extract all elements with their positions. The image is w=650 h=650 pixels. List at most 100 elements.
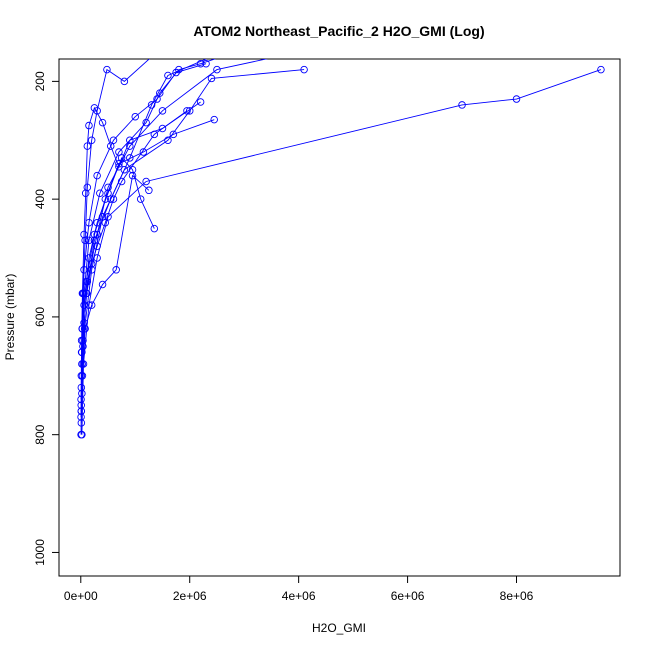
- data-point: [150, 224, 159, 233]
- data-point: [202, 59, 210, 68]
- plot-frame: [58, 58, 621, 577]
- data-point: [147, 101, 156, 109]
- y-tick-label: 600: [33, 307, 47, 327]
- x-tick-label: 8e+06: [500, 589, 534, 603]
- series-line: [80, 110, 188, 406]
- series-line: [81, 69, 305, 394]
- x-tick-label: 0e+00: [64, 589, 98, 603]
- data-point: [104, 183, 112, 192]
- x-tick-label: 4e+06: [282, 589, 316, 603]
- data-point: [85, 236, 93, 245]
- data-point: [78, 372, 87, 380]
- data-point: [101, 195, 110, 203]
- data-point: [98, 280, 107, 289]
- data-point: [150, 130, 159, 139]
- y-tick-label: 400: [33, 189, 47, 209]
- data-point: [164, 136, 172, 145]
- y-tick-label: 200: [33, 71, 47, 91]
- data-point: [103, 65, 111, 74]
- series-profile: [77, 171, 153, 415]
- data-point: [112, 266, 120, 274]
- data-point: [219, 49, 226, 56]
- data-point: [85, 218, 93, 227]
- data-point: [87, 136, 96, 145]
- data-point: [96, 189, 104, 198]
- data-point: [164, 71, 172, 80]
- data-point: [78, 289, 87, 298]
- series-layer: [77, 49, 605, 439]
- series-profile: [77, 98, 205, 404]
- data-point: [512, 95, 521, 103]
- series-line: [80, 59, 269, 412]
- data-point: [83, 289, 91, 298]
- series-profile: [78, 65, 308, 398]
- data-point: [142, 177, 150, 186]
- chart-title: ATOM2 Northeast_Pacific_2 H2O_GMI (Log): [193, 23, 484, 39]
- data-point: [128, 171, 137, 180]
- data-point: [93, 242, 101, 250]
- y-tick-label: 800: [33, 424, 47, 444]
- data-point: [158, 124, 167, 133]
- data-point: [77, 336, 86, 345]
- data-point: [183, 107, 191, 115]
- data-point: [126, 154, 134, 162]
- x-axis-label: H2O_GMI: [312, 621, 366, 635]
- data-point: [207, 74, 216, 83]
- series-profile: [77, 59, 269, 415]
- data-point: [597, 65, 605, 74]
- data-point: [90, 104, 99, 112]
- data-point: [300, 65, 308, 74]
- data-point: [153, 95, 161, 103]
- data-point: [139, 148, 148, 156]
- data-point: [213, 65, 221, 74]
- data-point: [196, 98, 205, 106]
- data-point: [80, 319, 88, 327]
- data-point: [145, 186, 153, 195]
- data-point: [115, 163, 123, 171]
- data-point: [77, 407, 85, 415]
- data-point: [458, 101, 466, 109]
- data-point: [154, 49, 161, 56]
- data-point: [78, 360, 86, 368]
- data-point: [87, 260, 96, 268]
- y-axis: 200 400 600 800 1000: [33, 71, 60, 566]
- data-point: [126, 142, 134, 150]
- y-axis-label: Pressure (mbar): [3, 274, 17, 361]
- data-point: [115, 148, 123, 156]
- series-profile: [77, 115, 218, 392]
- data-point: [131, 112, 139, 121]
- x-axis: 0e+00 2e+06 4e+06 6e+06 8e+06: [64, 575, 534, 603]
- data-point: [210, 115, 218, 124]
- series-line: [80, 174, 150, 412]
- series-line: [81, 69, 602, 435]
- data-point: [77, 413, 85, 421]
- data-point: [77, 401, 85, 409]
- data-point: [98, 118, 107, 127]
- data-point: [169, 130, 178, 139]
- data-point: [81, 189, 90, 198]
- data-point: [120, 77, 129, 86]
- data-point: [93, 230, 101, 239]
- data-point: [101, 218, 110, 227]
- data-point: [136, 195, 145, 203]
- series-profile: [78, 59, 217, 368]
- data-point: [80, 230, 88, 239]
- data-point: [85, 121, 93, 130]
- series-line: [80, 101, 201, 400]
- series-profile: [78, 65, 605, 439]
- data-point: [117, 177, 126, 186]
- data-point: [81, 236, 89, 245]
- data-point: [196, 59, 205, 68]
- series-profile: [77, 107, 191, 409]
- data-point: [77, 430, 85, 439]
- data-point: [172, 68, 180, 77]
- data-point: [93, 171, 101, 180]
- data-point: [109, 136, 118, 145]
- series-line: [80, 119, 215, 388]
- data-point: [87, 301, 96, 309]
- x-tick-label: 2e+06: [173, 589, 207, 603]
- series-line: [81, 59, 217, 365]
- y-tick-label: 1000: [33, 539, 47, 566]
- data-point: [85, 254, 93, 262]
